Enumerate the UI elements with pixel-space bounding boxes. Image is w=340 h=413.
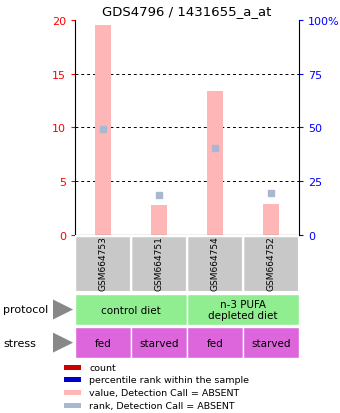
Bar <box>187 294 299 325</box>
Text: fed: fed <box>207 338 223 348</box>
Bar <box>151 205 167 235</box>
Text: fed: fed <box>95 338 111 348</box>
Bar <box>243 236 299 293</box>
Text: count: count <box>89 363 116 372</box>
Text: GSM664751: GSM664751 <box>154 236 164 290</box>
Title: GDS4796 / 1431655_a_at: GDS4796 / 1431655_a_at <box>102 5 272 18</box>
Polygon shape <box>53 300 73 320</box>
Text: starved: starved <box>139 338 179 348</box>
Text: control diet: control diet <box>101 305 161 315</box>
Bar <box>64 390 81 395</box>
Text: GSM664754: GSM664754 <box>210 236 220 290</box>
Bar <box>131 236 187 293</box>
Bar <box>187 236 243 293</box>
Text: GSM664753: GSM664753 <box>98 236 107 290</box>
Bar <box>64 377 81 382</box>
Bar <box>75 236 131 293</box>
Bar <box>243 327 299 358</box>
Bar <box>64 365 81 370</box>
Text: rank, Detection Call = ABSENT: rank, Detection Call = ABSENT <box>89 401 235 410</box>
Text: starved: starved <box>251 338 291 348</box>
Text: percentile rank within the sample: percentile rank within the sample <box>89 375 249 384</box>
Polygon shape <box>53 333 73 353</box>
Bar <box>263 204 279 235</box>
Text: protocol: protocol <box>3 305 49 315</box>
Bar <box>64 403 81 408</box>
Bar <box>131 327 187 358</box>
Text: GSM664752: GSM664752 <box>267 236 276 290</box>
Bar <box>95 26 111 235</box>
Text: value, Detection Call = ABSENT: value, Detection Call = ABSENT <box>89 388 239 397</box>
Text: n-3 PUFA
depleted diet: n-3 PUFA depleted diet <box>208 299 278 320</box>
Bar <box>187 327 243 358</box>
Bar <box>75 327 131 358</box>
Text: stress: stress <box>3 338 36 348</box>
Bar <box>207 92 223 235</box>
Bar <box>75 294 187 325</box>
